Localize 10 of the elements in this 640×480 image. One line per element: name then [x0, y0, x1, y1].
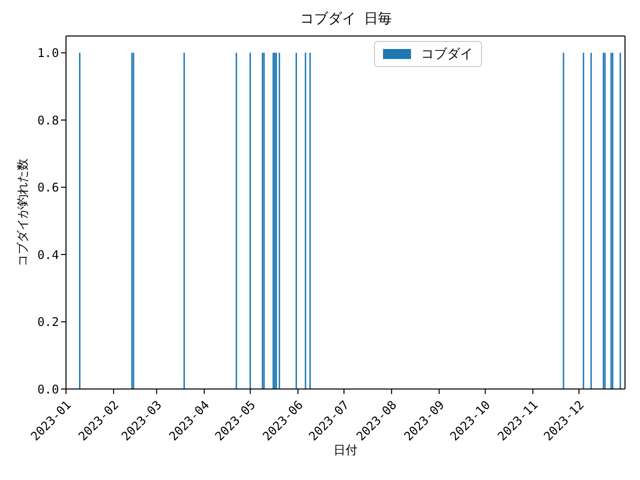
y-tick-label: 0.0: [37, 382, 59, 396]
y-axis-title: コブダイが釣れた数: [15, 158, 30, 266]
x-axis-title: 日付: [334, 443, 358, 457]
y-tick-label: 0.4: [37, 248, 59, 262]
chart-title: コブダイ 日毎: [298, 10, 394, 28]
y-tick-label: 0.6: [37, 180, 59, 195]
legend-label: コブダイ: [421, 46, 473, 63]
y-tick-label: 0.8: [37, 113, 59, 128]
y-tick-label: 1.0: [37, 46, 59, 60]
y-tick-label: 0.2: [37, 315, 59, 330]
